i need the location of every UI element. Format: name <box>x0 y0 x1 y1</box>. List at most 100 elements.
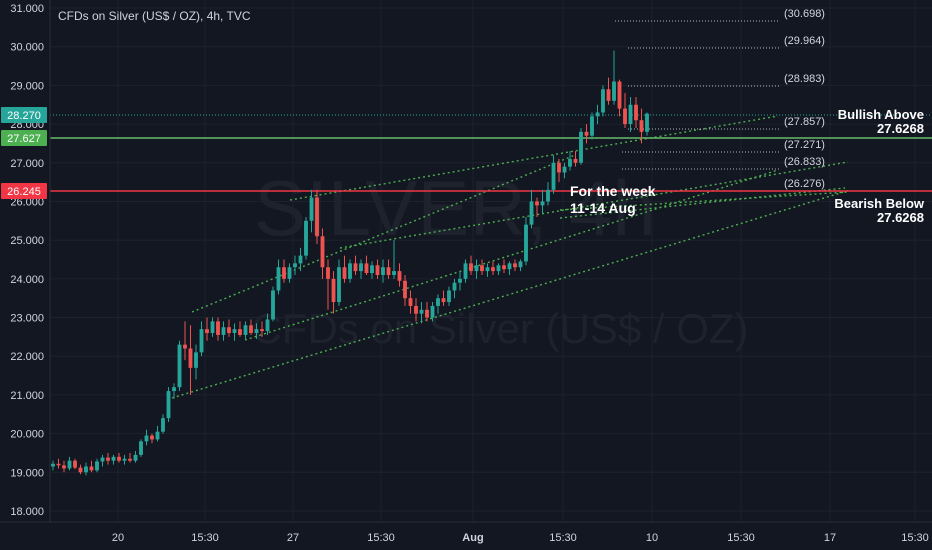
candle-body <box>304 220 308 256</box>
candle-body <box>287 267 292 279</box>
grid-lines <box>50 0 932 522</box>
candle-body <box>188 348 193 368</box>
candle-body <box>496 265 501 272</box>
y-tick-label: 25.000 <box>10 235 44 247</box>
candle-body <box>568 158 572 167</box>
price-tag-green-bg <box>1 130 47 146</box>
bullish-label: Bullish Above <box>838 107 924 122</box>
candle-body <box>463 263 468 279</box>
x-tick-label: Aug <box>462 532 483 544</box>
candle-body <box>342 267 347 279</box>
candle-body <box>166 391 171 419</box>
week-note-line2: 11-14 Aug <box>570 200 636 216</box>
candle-body <box>529 201 534 225</box>
candle-body <box>551 162 556 190</box>
candle-body <box>298 255 303 264</box>
x-tick-label: 15:30 <box>549 532 577 544</box>
y-tick-label: 24.000 <box>10 274 44 286</box>
candle-body <box>414 305 418 314</box>
trend-line-middle <box>339 161 849 249</box>
candle-body <box>430 305 435 318</box>
candle-body <box>315 197 319 237</box>
price-tag-last: 28.270 <box>1 107 47 123</box>
candle-body <box>194 352 198 368</box>
price-tag-red: 26.245 <box>1 183 47 199</box>
candle-body <box>293 263 297 268</box>
candles <box>51 50 649 476</box>
candle-body <box>535 201 539 206</box>
candle-body <box>480 265 484 272</box>
candle-body <box>364 263 369 274</box>
candle-body <box>452 282 457 291</box>
trend-lines <box>171 115 851 399</box>
candle-body <box>271 290 275 320</box>
candle-body <box>469 263 473 272</box>
candle-body <box>73 460 77 468</box>
candle-body <box>474 265 479 272</box>
candle-body <box>67 460 72 469</box>
trend-line-upper-channel <box>191 154 576 313</box>
time-axis-bg <box>0 522 932 550</box>
candle-body <box>601 89 605 113</box>
candle-body <box>436 298 440 306</box>
candle-body <box>172 387 176 392</box>
candle-body <box>397 271 402 281</box>
candle-body <box>84 466 88 473</box>
candle-body <box>447 290 451 303</box>
candle-body <box>227 327 231 334</box>
candle-body <box>232 329 237 334</box>
fib-label: (26.833) <box>784 156 825 168</box>
candle-body <box>634 104 638 121</box>
x-tick-label: 27 <box>287 532 299 544</box>
candle-body <box>100 457 105 462</box>
candle-body <box>392 271 396 275</box>
candle-body <box>161 418 165 432</box>
candle-body <box>425 309 429 318</box>
candle-body <box>639 120 644 132</box>
y-tick-label: 18.000 <box>10 506 44 518</box>
y-tick-label: 30.000 <box>10 42 44 54</box>
candle-body <box>408 298 413 306</box>
candle-body <box>562 166 567 173</box>
candle-body <box>573 158 578 163</box>
candle-body <box>507 263 512 270</box>
x-tick-label: 15:30 <box>367 532 395 544</box>
candle-body <box>348 263 352 279</box>
candle-body <box>139 441 143 455</box>
candle-body <box>133 454 138 461</box>
candle-body <box>381 267 385 275</box>
candle-body <box>150 435 154 440</box>
candle-body <box>243 325 248 335</box>
candle-body <box>155 431 160 440</box>
candle-body <box>309 197 314 221</box>
candle-body <box>612 81 616 101</box>
bearish-label: Bearish Below <box>834 196 924 211</box>
candle-body <box>254 329 259 334</box>
candle-body <box>205 329 209 334</box>
price-tag-red-bg <box>1 183 47 199</box>
candle-body <box>441 298 446 303</box>
watermark-description: CFDs on Silver (US$ / OZ) <box>251 305 748 352</box>
candle-body <box>210 321 215 334</box>
candle-body <box>78 467 83 473</box>
candle-body <box>623 108 627 125</box>
x-tick-label: 15:30 <box>191 532 219 544</box>
candle-body <box>249 325 253 334</box>
candle-body <box>590 116 594 136</box>
week-note-line1: For the week <box>570 183 656 199</box>
x-tick-label: 10 <box>646 532 658 544</box>
candle-body <box>584 131 589 136</box>
bearish-value: 27.6268 <box>877 210 924 225</box>
fib-label: (27.857) <box>784 116 825 128</box>
candle-body <box>95 461 99 471</box>
x-tick-label: 20 <box>112 532 124 544</box>
x-tick-label: 15:30 <box>727 532 755 544</box>
candle-body <box>56 463 61 466</box>
candle-body <box>524 224 528 262</box>
candle-body <box>628 104 633 125</box>
candle-body <box>89 466 94 471</box>
candle-body <box>111 456 116 461</box>
candle-body <box>502 265 506 270</box>
fib-label: (26.276) <box>784 178 825 190</box>
